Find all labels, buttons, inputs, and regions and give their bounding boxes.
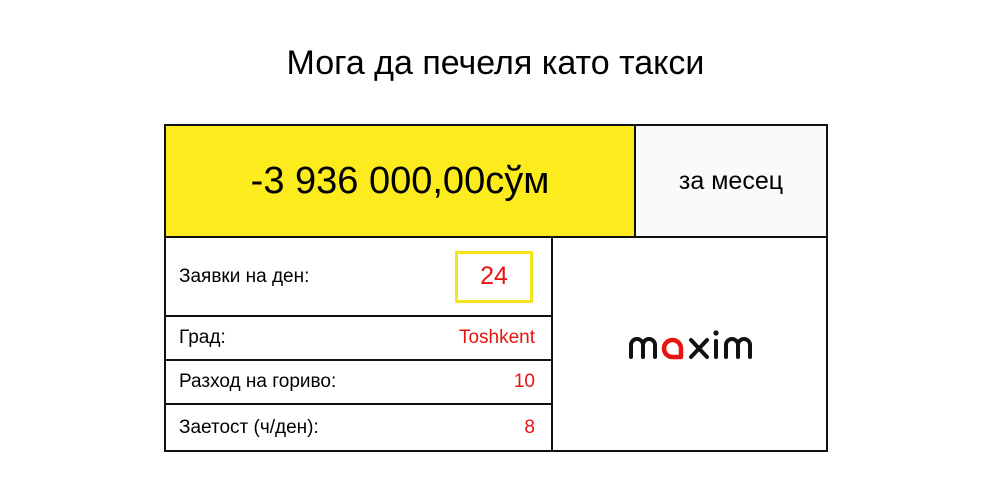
maxim-logo — [628, 330, 752, 360]
fuel-value[interactable]: 10 — [513, 371, 535, 392]
field-label: Заявки на ден: — [179, 265, 310, 287]
field-fuel: Разход на гориво: 10 — [164, 359, 553, 405]
field-label: Разход на гориво: — [179, 371, 337, 392]
maxim-logo-cell — [551, 236, 828, 452]
city-value[interactable]: Toshkent — [458, 327, 535, 348]
field-requests-per-day: Заявки на ден: 24 — [164, 236, 553, 317]
field-label: Заетост (ч/ден): — [179, 416, 319, 438]
requests-input[interactable]: 24 — [455, 250, 533, 303]
field-label: Град: — [179, 327, 226, 348]
page-title: Мога да печеля като такси — [286, 44, 705, 82]
earnings-amount: -3 936 000,00сўм — [164, 124, 636, 238]
earnings-period: за месец — [634, 124, 828, 238]
field-city: Град: Toshkent — [164, 315, 553, 361]
field-hours: Заетост (ч/ден): 8 — [164, 403, 553, 452]
hours-value[interactable]: 8 — [524, 416, 535, 438]
